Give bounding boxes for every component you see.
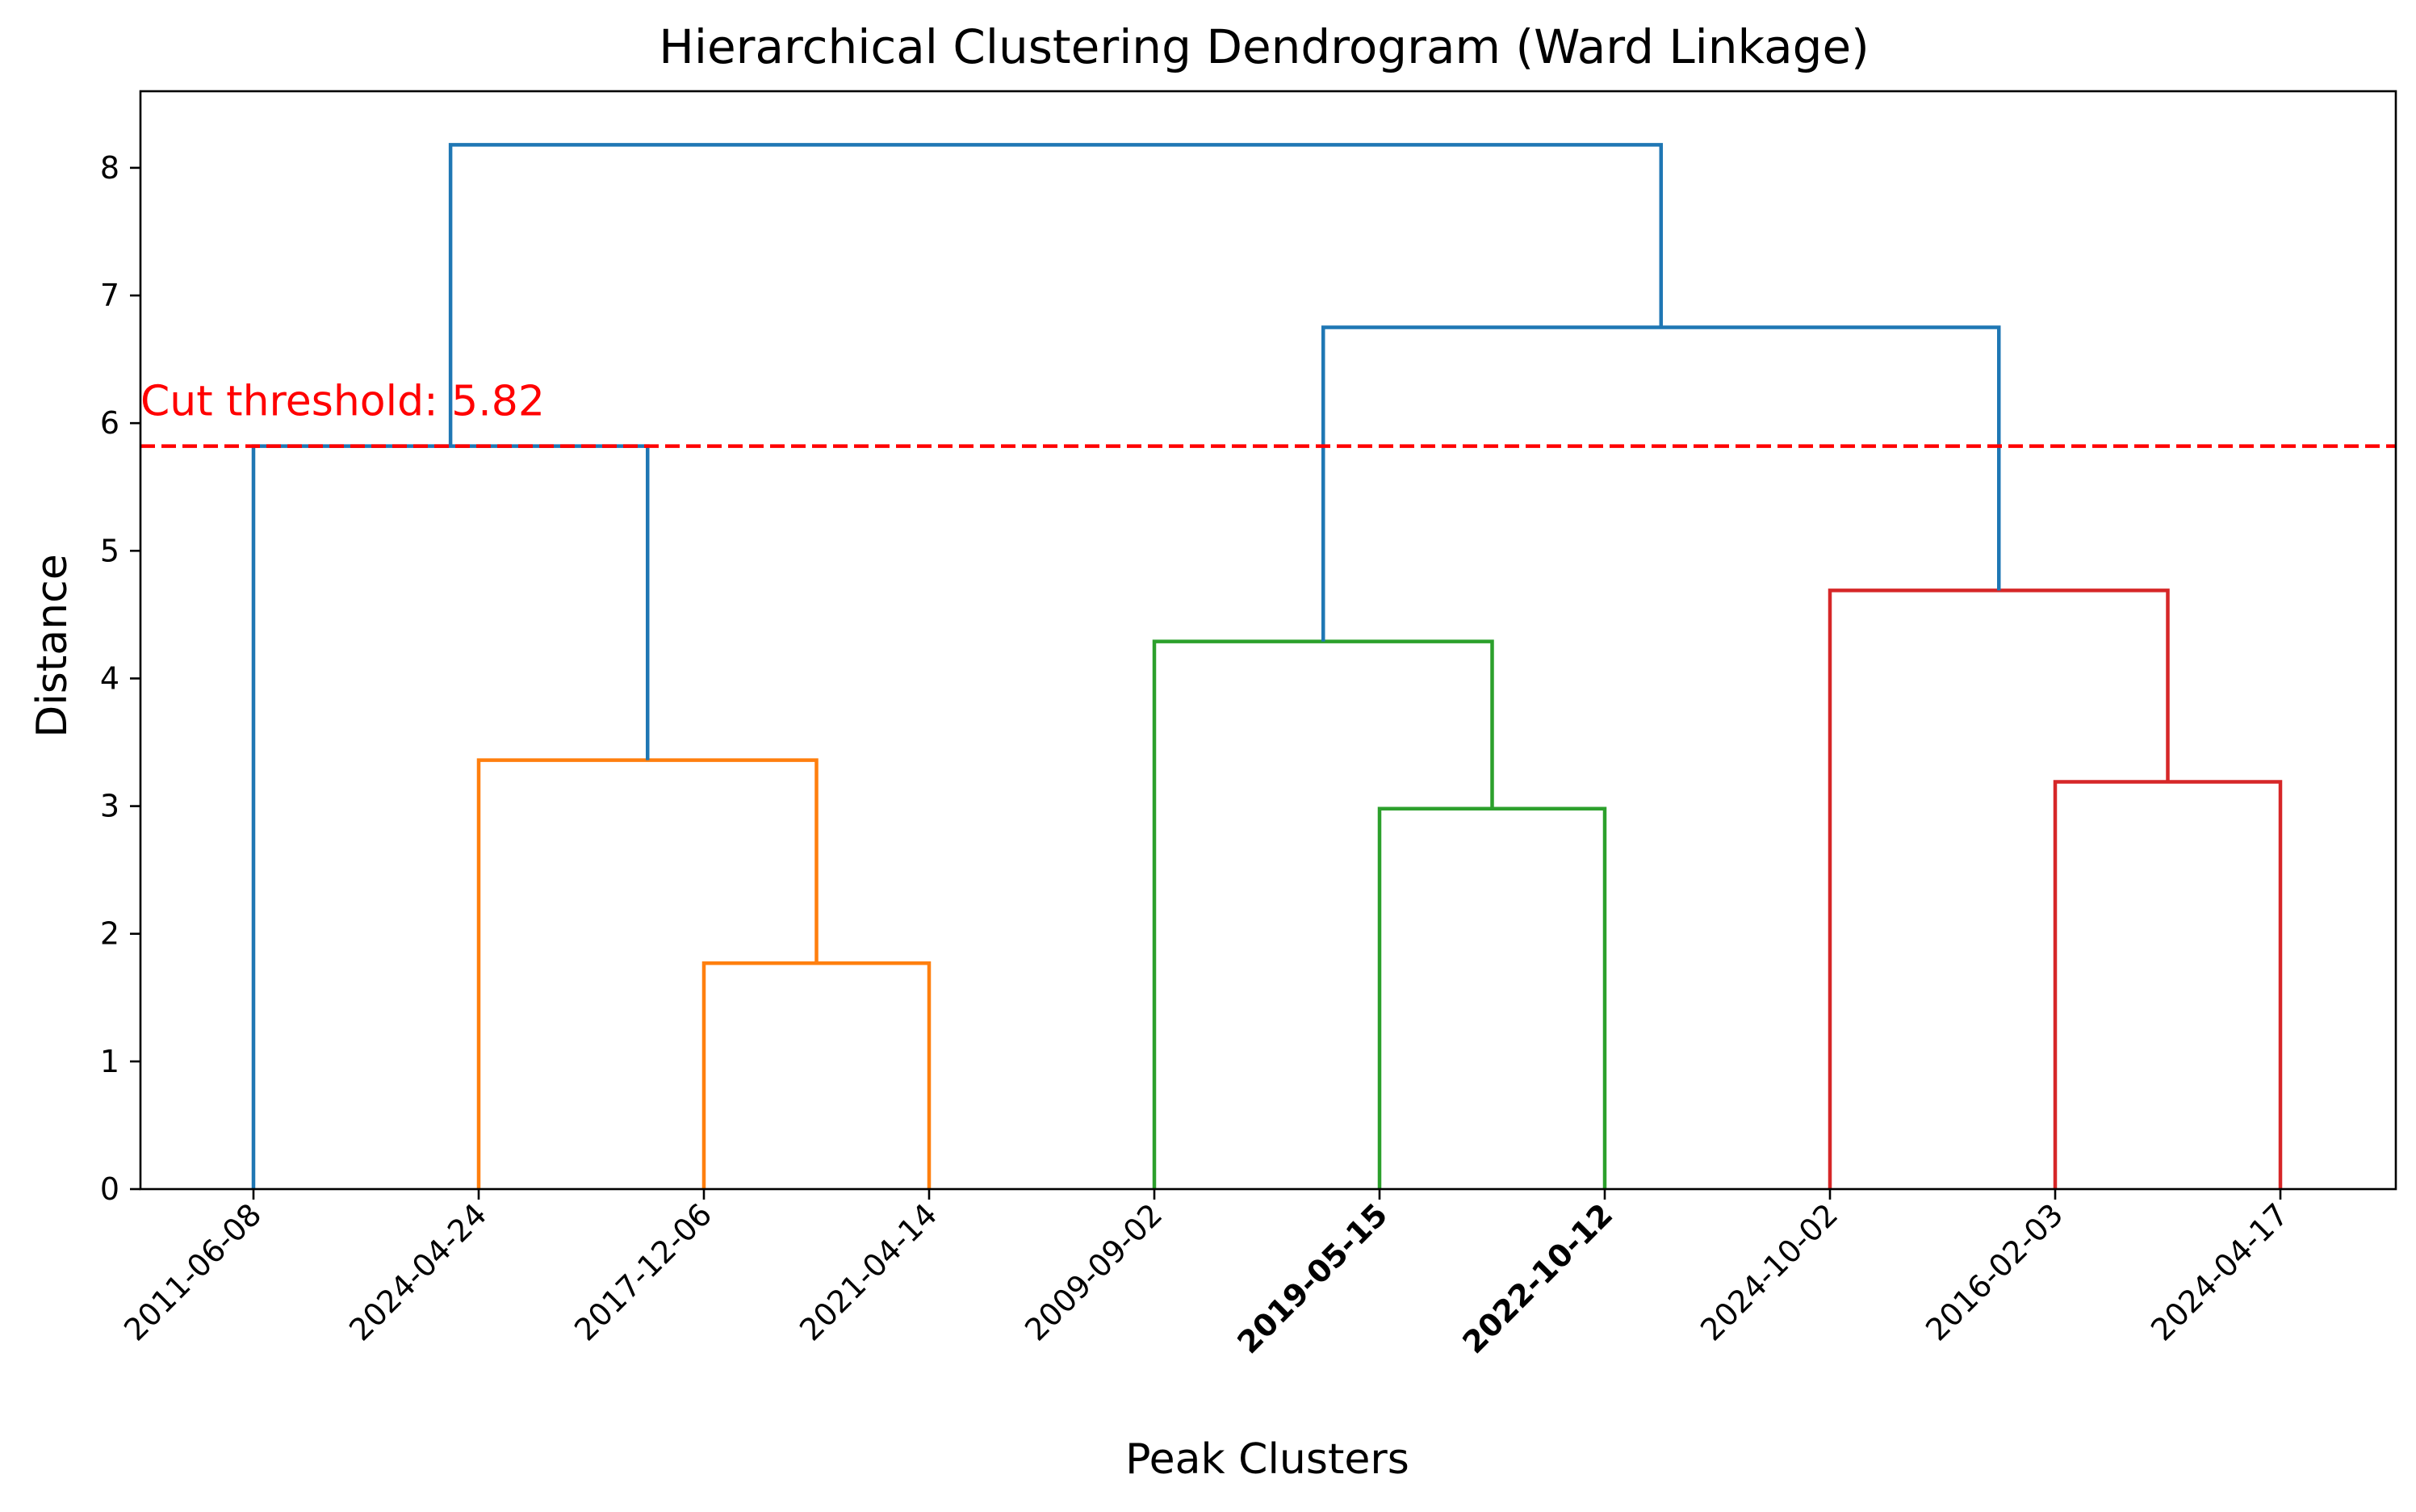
x-tick-label: 2009-09-02 xyxy=(1018,1196,1169,1347)
chart-title: Hierarchical Clustering Dendrogram (Ward… xyxy=(659,19,1870,74)
dendrogram-link-5 xyxy=(2053,780,2283,1189)
x-tick-label: 2016-02-03 xyxy=(1919,1196,2070,1347)
y-tick-label: 6 xyxy=(100,405,119,441)
y-axis-ticks: 0 1 2 3 4 5 6 7 8 xyxy=(100,150,140,1207)
dendrogram-link-2 xyxy=(251,444,650,1189)
dendrogram-link-4 xyxy=(1152,639,1494,1189)
x-tick-label: 2024-04-24 xyxy=(342,1196,493,1347)
x-tick-label: 2011-06-08 xyxy=(117,1196,268,1347)
dendrogram-links xyxy=(251,143,2283,1189)
plot-frame xyxy=(139,90,2397,1191)
dendrogram-link-1 xyxy=(476,758,819,1189)
x-axis-label: Peak Clusters xyxy=(1125,1435,1409,1484)
dendrogram-link-3 xyxy=(1377,806,1607,1189)
x-tick-label: 2022-10-12 xyxy=(1455,1196,1619,1360)
dendrogram-link-6 xyxy=(1828,588,2170,1189)
y-tick-label: 2 xyxy=(100,916,119,952)
x-tick-label: 2024-10-02 xyxy=(1694,1196,1844,1347)
y-tick-label: 3 xyxy=(100,789,119,824)
dendrogram-link-8 xyxy=(448,143,1663,446)
y-tick-label: 5 xyxy=(100,533,119,568)
y-axis-label: Distance xyxy=(28,554,77,737)
dendrogram-link-0 xyxy=(701,961,932,1189)
y-tick-label: 4 xyxy=(100,660,119,696)
y-tick-label: 7 xyxy=(100,278,119,313)
threshold-group: Cut threshold: 5.82 xyxy=(140,378,2396,448)
x-tick-label: 2024-04-17 xyxy=(2144,1196,2295,1347)
y-tick-label: 0 xyxy=(100,1171,119,1207)
y-tick-label: 8 xyxy=(100,150,119,186)
threshold-label: Cut threshold: 5.82 xyxy=(140,378,545,426)
x-axis-ticks: 2011-06-08 2024-04-24 2017-12-06 2021-04-14… xyxy=(117,1189,2295,1360)
dendrogram-link-7 xyxy=(1321,325,2001,642)
x-tick-label: 2017-12-06 xyxy=(567,1196,718,1347)
x-tick-label: 2021-04-14 xyxy=(793,1196,944,1347)
y-tick-label: 1 xyxy=(100,1044,119,1079)
x-tick-label: 2019-05-15 xyxy=(1230,1196,1394,1360)
